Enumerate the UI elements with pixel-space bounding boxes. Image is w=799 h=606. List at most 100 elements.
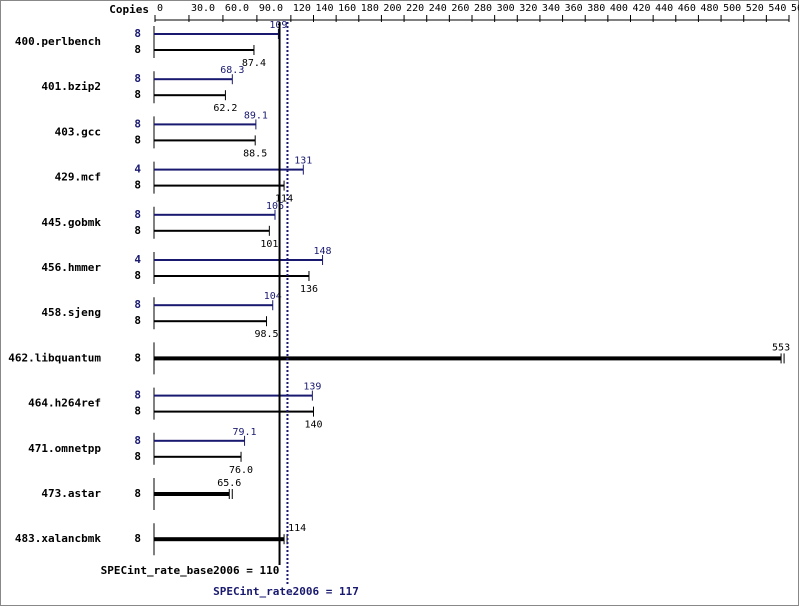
x-tick-label: 440 [655,3,673,14]
x-tick-label: 300 [497,3,515,14]
bar [154,213,276,216]
value-label: 104 [264,291,282,302]
category-label: 429.mcf [55,171,101,184]
bar [154,168,304,171]
value-label: 101 [260,239,278,250]
x-tick-label: 420 [633,3,651,14]
bar [154,356,782,361]
copies-label: 8 [134,27,141,40]
copies-label: 8 [134,405,141,418]
bar [154,304,273,307]
x-tick-label: 500 [723,3,741,14]
x-tick-label: 360 [565,3,583,14]
value-label: 148 [314,246,332,257]
value-label: 114 [275,194,293,205]
copies-label: 8 [134,117,141,130]
x-tick-label: 60.0 [225,3,249,14]
category-label: 456.hmmer [41,261,101,274]
copies-label: 8 [134,269,141,282]
bar [154,33,279,35]
copies-label: 8 [134,434,141,447]
category-label: 401.bzip2 [41,80,101,93]
x-tick-label: 0 [157,3,163,14]
x-tick-label: 90.0 [259,3,283,14]
copies-label: 8 [134,133,141,146]
value-label: 109 [269,20,287,31]
bar [154,320,267,323]
copies-label: 8 [134,389,141,402]
category-label: 464.h264ref [28,397,101,410]
copies-label: 4 [134,163,141,176]
x-tick-label: 240 [429,3,447,14]
category-label: 403.gcc [55,125,101,138]
copies-label: 8 [134,314,141,327]
value-label: 76.0 [229,465,253,476]
x-tick-label: 520 [746,3,764,14]
copies-label: 8 [134,351,141,364]
reference-label: SPECint_rate_base2006 = 110 [101,564,280,577]
bar [154,492,230,496]
value-label: 139 [303,382,321,393]
copies-label: 8 [134,224,141,237]
x-tick-label: 380 [587,3,605,14]
copies-label: 8 [134,450,141,463]
copies-header: Copies [109,3,149,16]
x-tick-label: 140 [316,3,334,14]
x-tick-label: 320 [519,3,537,14]
bar [154,184,285,187]
copies-label: 8 [134,532,141,545]
category-label: 445.gobmk [41,216,101,229]
category-label: 483.xalancbmk [15,532,101,545]
value-label: 106 [266,201,284,212]
bar [154,78,233,81]
value-label: 98.5 [254,329,278,340]
bar [154,439,245,442]
copies-label: 8 [134,88,141,101]
value-label: 79.1 [233,427,257,438]
value-label: 62.2 [213,103,237,114]
category-label: 462.libquantum [8,351,101,364]
bar [154,94,226,97]
x-tick-label: 540 [768,3,786,14]
x-tick-label: 220 [406,3,424,14]
category-label: 458.sjeng [41,306,101,319]
x-tick-label: 120 [293,3,311,14]
x-tick-label: 280 [474,3,492,14]
bar [154,229,270,232]
value-label: 87.4 [242,58,266,69]
x-tick-label: 480 [700,3,718,14]
copies-label: 8 [134,179,141,192]
reference-label: SPECint_rate2006 = 117 [213,585,359,598]
bar [154,275,309,277]
copies-label: 8 [134,208,141,221]
bar [154,537,285,542]
value-label: 553 [772,342,790,353]
bar [154,455,242,458]
category-label: 471.omnetpp [28,442,101,455]
copies-label: 8 [134,487,141,500]
bar [154,139,256,142]
bar [154,394,313,397]
value-label: 88.5 [243,148,267,159]
bar [154,49,254,51]
copies-label: 8 [134,298,141,311]
x-tick-label: 400 [610,3,628,14]
x-tick-label: 160 [338,3,356,14]
x-tick-label: 460 [678,3,696,14]
value-label: 89.1 [244,110,268,121]
value-label: 114 [288,523,306,534]
bar [154,410,314,413]
value-label: 131 [294,156,312,167]
value-label: 136 [300,284,318,295]
category-label: 400.perlbench [15,35,101,48]
copies-label: 8 [134,72,141,85]
category-label: 473.astar [41,487,101,500]
x-tick-label: 200 [383,3,401,14]
x-tick-label: 180 [361,3,379,14]
value-label: 65.6 [217,478,241,489]
x-tick-label: 340 [542,3,560,14]
copies-label: 4 [134,253,141,266]
x-tick-label: 560 [791,3,799,14]
